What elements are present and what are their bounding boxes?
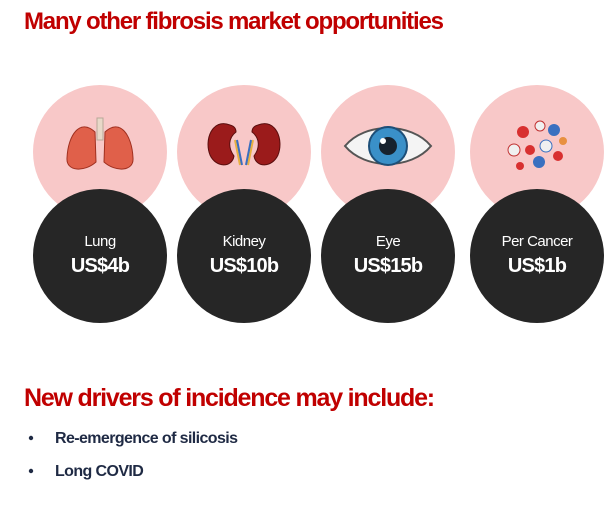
icon-circle (177, 85, 311, 219)
lungs-icon (66, 117, 134, 170)
market-label: Lung (84, 233, 116, 250)
eye-icon (343, 126, 433, 166)
market-value: US$15b (354, 255, 423, 277)
icon-circle (33, 85, 167, 219)
market-value: US$10b (210, 255, 279, 277)
market-label: Eye (376, 233, 401, 250)
market-circle (177, 189, 311, 323)
cells-icon (507, 120, 567, 170)
bullet (28, 468, 34, 474)
market-label: Kidney (223, 233, 267, 250)
bullet-text: Re-emergence of silicosis (55, 430, 238, 447)
slide-title: Many other fibrosis market opportunities (24, 8, 444, 35)
market-circle (33, 189, 167, 323)
kidneys-icon (207, 123, 281, 166)
market-label: Per Cancer (502, 233, 573, 250)
market-value: US$1b (508, 255, 567, 277)
icon-circle (470, 85, 604, 219)
market-circle (470, 189, 604, 323)
market-circle (321, 189, 455, 323)
section-heading: New drivers of incidence may include: (24, 384, 434, 412)
bullet-text: Long COVID (55, 463, 143, 480)
market-value: US$4b (71, 255, 130, 277)
bullet (28, 435, 34, 441)
